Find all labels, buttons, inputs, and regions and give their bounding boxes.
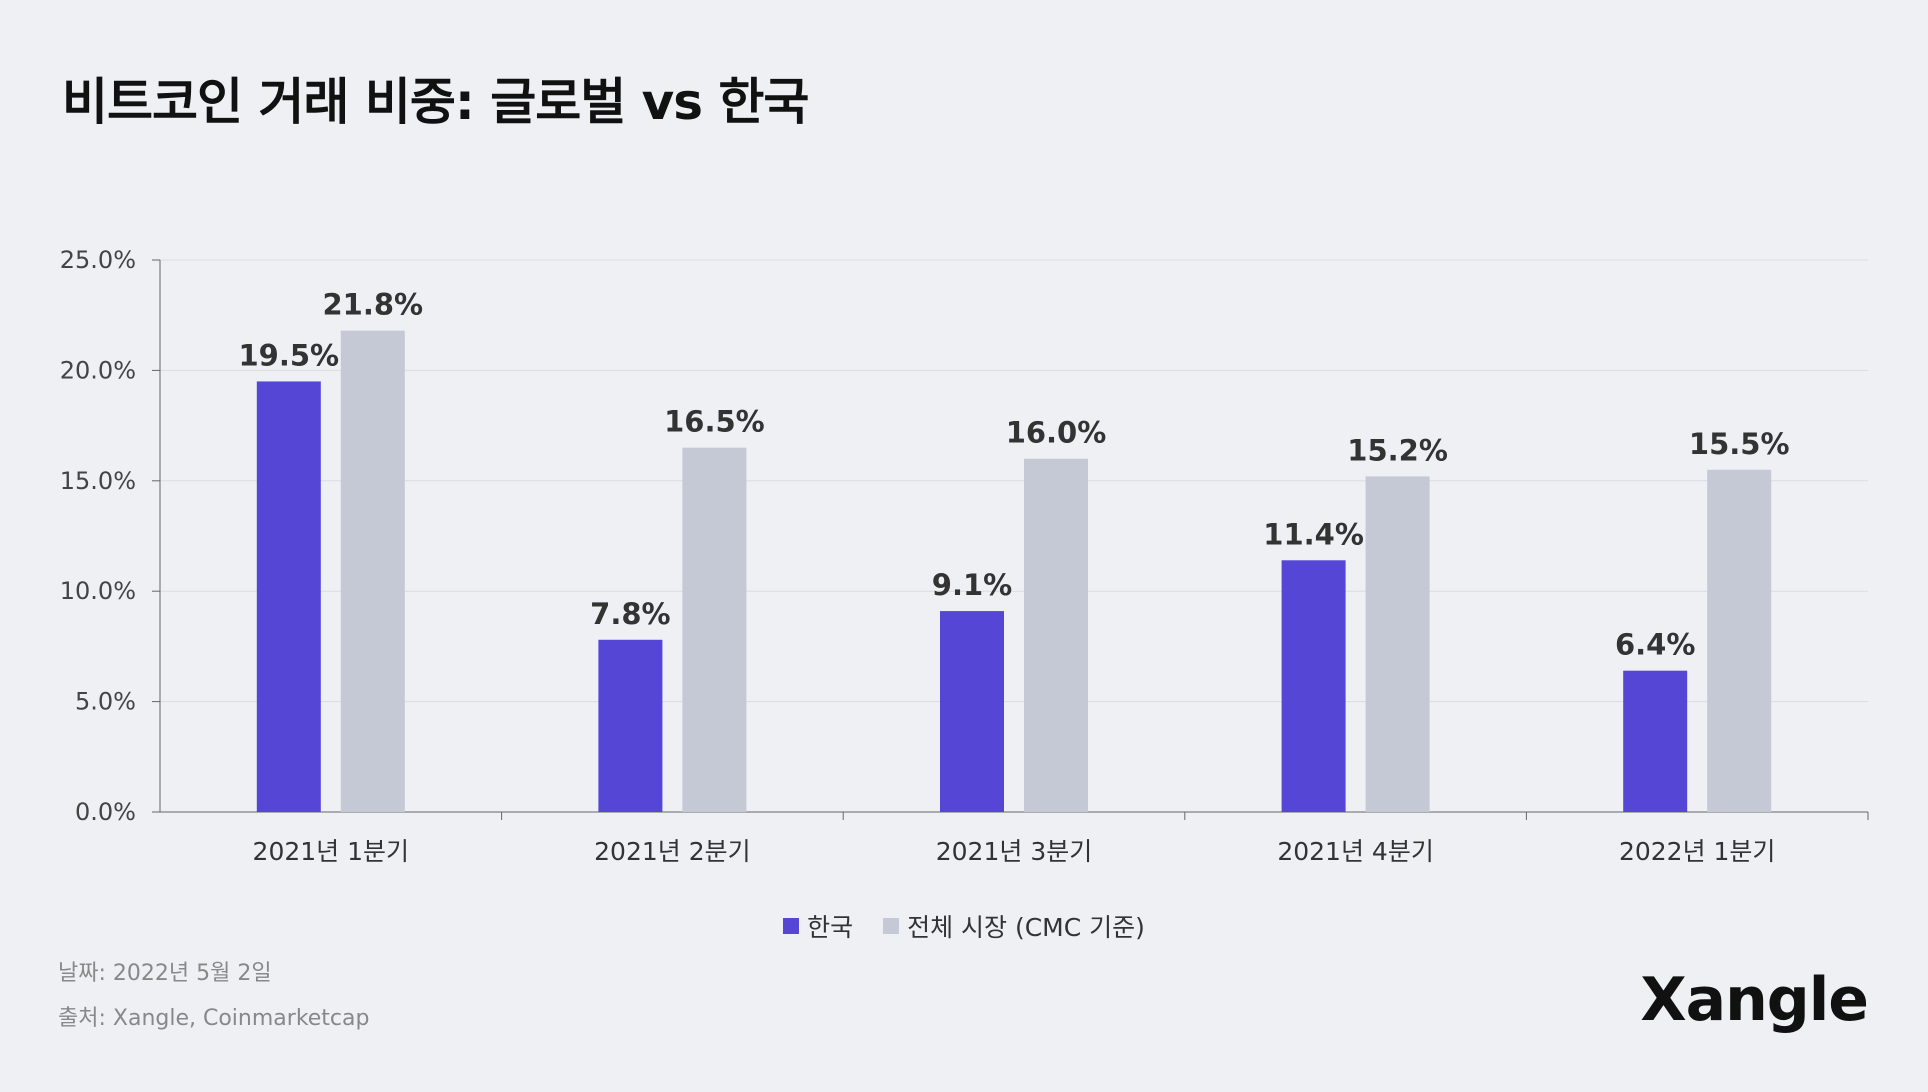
data-label-korea: 19.5% [238,338,339,372]
x-tick-label: 2022년 1분기 [1619,837,1775,866]
y-tick-label: 25.0% [60,246,136,274]
x-tick-label: 2021년 3분기 [936,837,1092,866]
bar-korea [598,639,663,812]
bar-global [340,330,405,812]
y-tick-label: 0.0% [75,798,136,826]
legend: 한국 전체 시장 (CMC 기준) [0,908,1928,944]
legend-swatch-global [883,918,900,934]
data-label-global: 21.8% [322,288,423,322]
legend-label-korea: 한국 [807,913,854,942]
data-label-korea: 9.1% [932,568,1012,602]
data-label-korea: 7.8% [590,597,670,631]
data-label-global: 16.5% [664,405,765,439]
legend-label-global: 전체 시장 (CMC 기준) [907,913,1145,942]
bar-global [1707,469,1772,812]
data-label-global: 15.2% [1347,433,1448,467]
bar-korea [1623,670,1688,812]
y-tick-label: 5.0% [75,688,136,716]
x-tick-label: 2021년 2분기 [594,837,750,866]
data-label-global: 15.5% [1689,427,1790,461]
y-tick-label: 20.0% [60,356,136,384]
bar-global [1365,476,1430,812]
y-tick-label: 15.0% [60,467,136,495]
footer-date: 날짜: 2022년 5월 2일 [58,961,272,986]
bar-global [682,447,747,812]
xangle-logo: Xangle [1640,965,1869,1035]
chart-frame [6,6,1922,1086]
chart-title: 비트코인 거래 비중: 글로벌 vs 한국 [62,73,809,131]
bar-korea [940,611,1004,812]
data-label-korea: 11.4% [1263,517,1364,551]
y-tick-label: 10.0% [60,577,136,605]
bar-global [1024,458,1088,812]
legend-item-korea: 한국 [783,908,853,944]
legend-swatch-korea [783,918,800,934]
x-tick-label: 2021년 1분기 [253,837,409,866]
legend-item-global: 전체 시장 (CMC 기준) [883,908,1145,944]
data-label-global: 16.0% [1006,416,1107,450]
footer-source: 출처: Xangle, Coinmarketcap [58,1006,370,1031]
data-label-korea: 6.4% [1615,628,1695,662]
bar-korea [256,381,321,812]
bar-korea [1281,560,1346,812]
x-tick-label: 2021년 4분기 [1277,837,1433,866]
